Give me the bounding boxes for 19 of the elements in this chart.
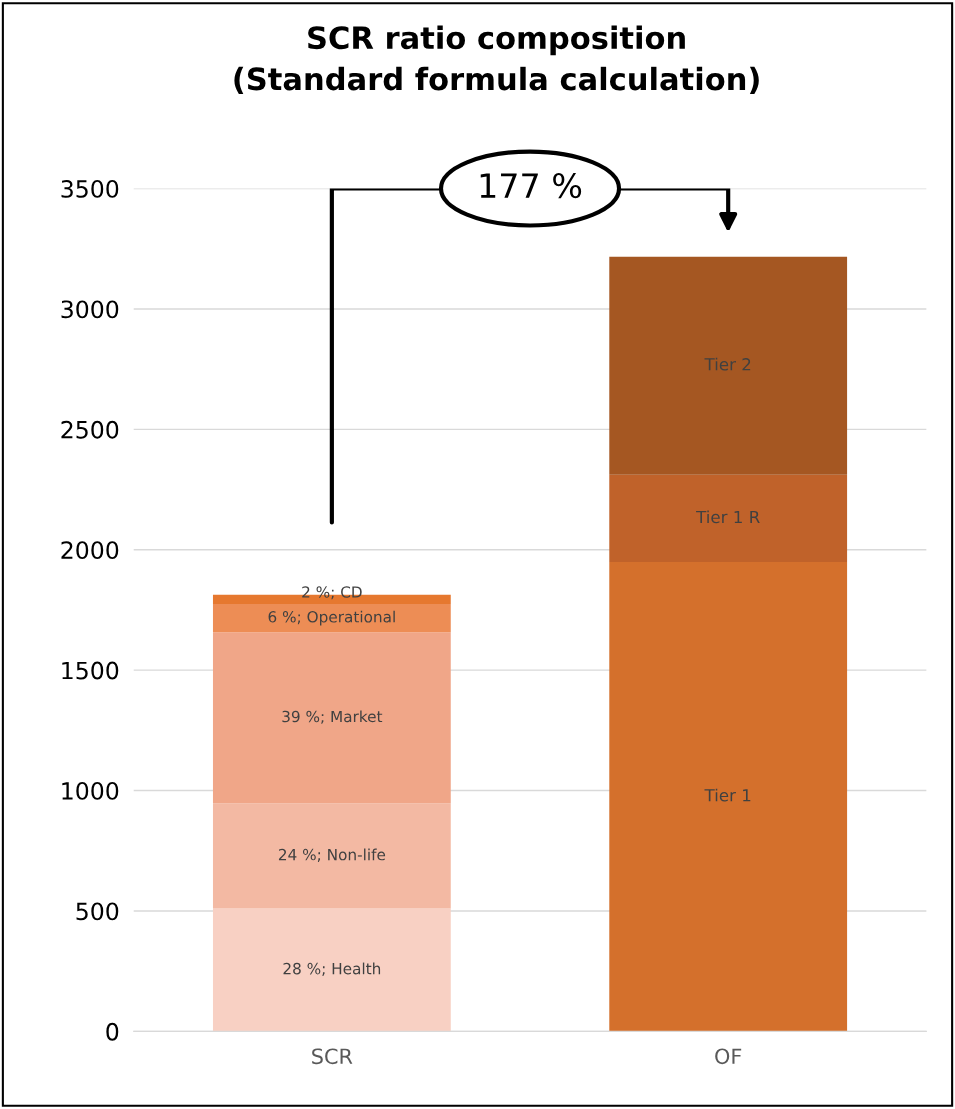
annotation: 39 %; Market	[282, 710, 383, 724]
y-tick-label: 2500	[61, 420, 119, 439]
y-tick-label: 2000	[61, 541, 119, 560]
data-label: Tier 2	[704, 357, 751, 371]
data-label: Tier 1	[704, 788, 751, 802]
x-tick-label: SCR	[312, 1048, 353, 1065]
y-tick-label: 1500	[62, 661, 119, 680]
annotation: 24 %; Non-life	[278, 848, 386, 862]
y-tick-label: 1000	[62, 782, 119, 800]
annotation: 177 %	[480, 172, 582, 199]
annotation: 28 %; Health	[283, 962, 381, 976]
x-tick-label: OF	[715, 1048, 742, 1065]
y-tick-label: 3500	[61, 179, 119, 198]
annotation: 6 %; Operational	[268, 610, 395, 626]
y-tick-label: 0	[106, 1022, 119, 1041]
chart-title: SCR ratio composition (Standard formula calculation)	[234, 25, 759, 95]
y-tick-label: 3000	[61, 300, 119, 319]
y-tick-label: 500	[76, 902, 119, 921]
data-label: Tier 1 R	[696, 510, 760, 524]
